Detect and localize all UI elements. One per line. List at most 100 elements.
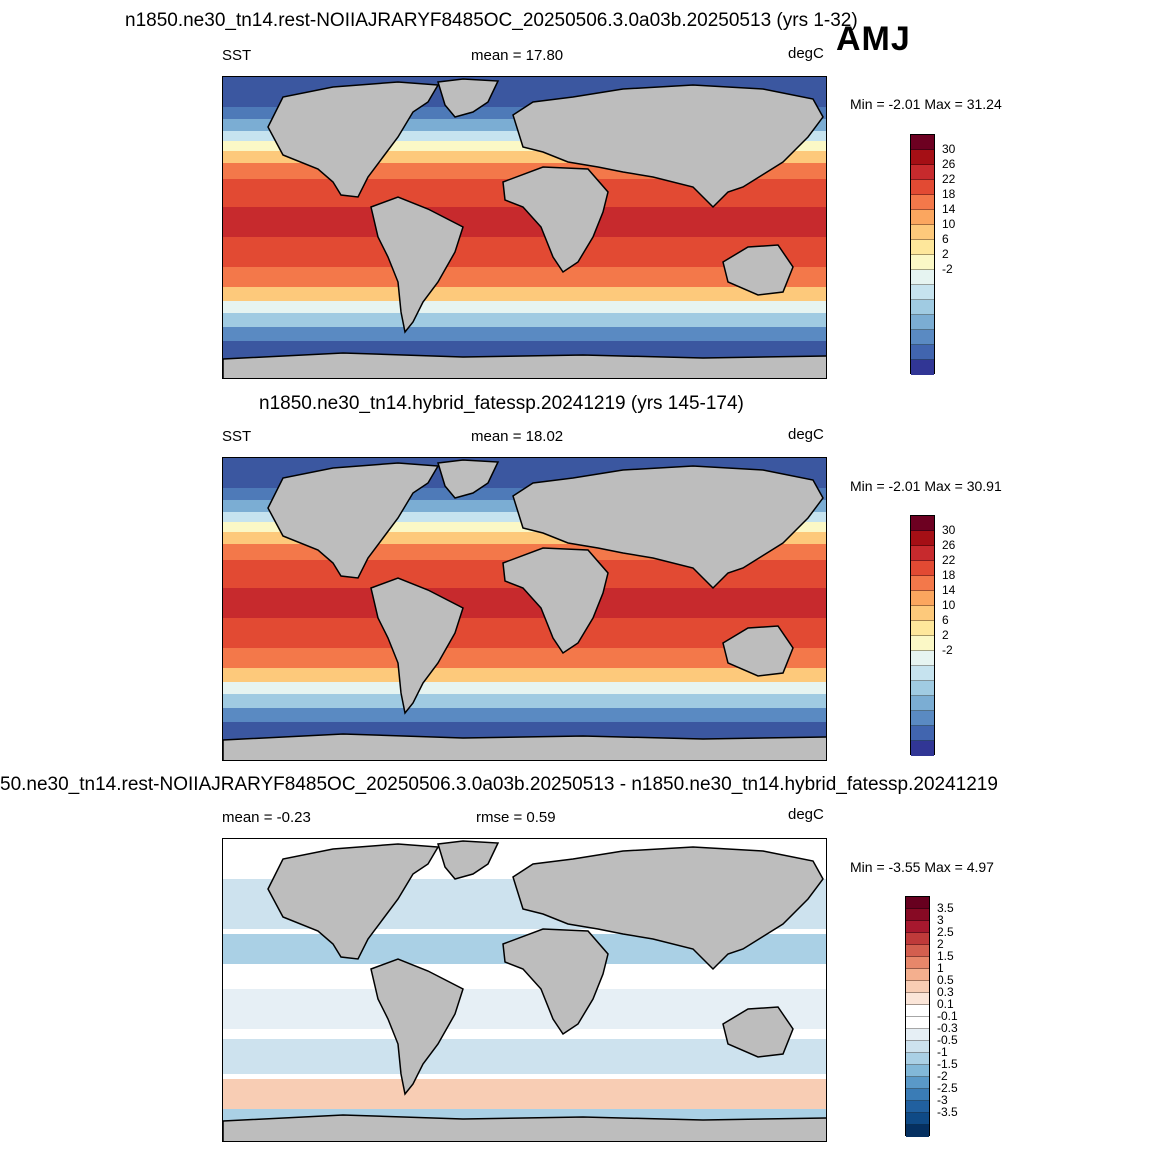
colorbar-tick-label: 3 bbox=[937, 913, 944, 927]
panel3-minmax: Min = -3.55 Max = 4.97 bbox=[850, 859, 994, 875]
colorbar-swatch bbox=[906, 897, 929, 909]
colorbar-box bbox=[910, 134, 935, 375]
colorbar-tick-label: -2 bbox=[942, 262, 953, 276]
colorbar-swatch bbox=[911, 711, 934, 726]
colorbar-swatch bbox=[906, 1041, 929, 1053]
colorbar-swatch bbox=[906, 945, 929, 957]
colorbar-swatch bbox=[911, 591, 934, 606]
colorbar-tick-label: -0.3 bbox=[937, 1021, 958, 1035]
colorbar-tick-label: -1.5 bbox=[937, 1057, 958, 1071]
colorbar-tick-label: -2.5 bbox=[937, 1081, 958, 1095]
panel3-colorbar: 3.5 3 2.5 2 1.5 1 0.5 0.3 0.1 -0.1 -0.3 -0.5 -1 -1.5-… bbox=[905, 896, 975, 1137]
field-band bbox=[223, 313, 826, 327]
colorbar-tick-label: -0.1 bbox=[937, 1009, 958, 1023]
colorbar-tick-label: 10 bbox=[942, 598, 956, 612]
colorbar-swatch bbox=[911, 225, 934, 240]
colorbar-swatch bbox=[911, 561, 934, 576]
colorbar-swatch bbox=[911, 240, 934, 255]
field-band bbox=[223, 287, 826, 301]
colorbar-tick-label: 18 bbox=[942, 568, 956, 582]
colorbar-tick-label: 3.5 bbox=[937, 901, 954, 915]
panel2-mean: mean = 18.02 bbox=[471, 428, 564, 445]
land-mass bbox=[722, 244, 794, 296]
land-mass bbox=[370, 958, 464, 1096]
colorbar-swatch bbox=[911, 681, 934, 696]
colorbar-tick-label: 2 bbox=[942, 628, 949, 642]
colorbar-box bbox=[910, 515, 935, 756]
field-band bbox=[223, 648, 826, 668]
panel3-units: degC bbox=[788, 806, 824, 823]
colorbar-tick-label: 6 bbox=[942, 613, 949, 627]
colorbar-tick-label: -3 bbox=[937, 1093, 948, 1107]
colorbar-swatch bbox=[911, 696, 934, 711]
field-band bbox=[223, 1079, 826, 1109]
colorbar-tick-label: -3.5 bbox=[937, 1105, 958, 1119]
panel1-units: degC bbox=[788, 45, 824, 62]
colorbar-swatch bbox=[906, 1065, 929, 1077]
colorbar-swatch bbox=[906, 1077, 929, 1089]
colorbar-swatch bbox=[906, 1053, 929, 1065]
field-band bbox=[223, 1039, 826, 1074]
colorbar-swatch bbox=[911, 180, 934, 195]
panel2-minmax: Min = -2.01 Max = 30.91 bbox=[850, 478, 1002, 494]
land-mass bbox=[502, 166, 609, 274]
colorbar-tick-label: 6 bbox=[942, 232, 949, 246]
panel3-rmse: rmse = 0.59 bbox=[476, 809, 556, 826]
colorbar-swatch bbox=[911, 210, 934, 225]
colorbar-swatch bbox=[911, 285, 934, 300]
panel3-mean: mean = -0.23 bbox=[222, 809, 311, 826]
land-mass bbox=[437, 840, 500, 880]
field-band bbox=[223, 588, 826, 618]
colorbar-tick-label: 30 bbox=[942, 142, 956, 156]
colorbar-tick-label: 2 bbox=[942, 247, 949, 261]
colorbar-tick-label: 0.1 bbox=[937, 997, 954, 1011]
colorbar-swatch bbox=[911, 621, 934, 636]
colorbar-swatch bbox=[906, 1029, 929, 1041]
panel2-title: n1850.ne30_tn14.hybrid_fatessp.20241219 … bbox=[259, 393, 744, 414]
land-mass bbox=[223, 1114, 826, 1141]
colorbar-swatch bbox=[911, 741, 934, 756]
field-band bbox=[223, 327, 826, 341]
colorbar-tick-label: 0.3 bbox=[937, 985, 954, 999]
field-band bbox=[223, 267, 826, 287]
field-band bbox=[223, 708, 826, 722]
colorbar-tick-label: 2 bbox=[937, 937, 944, 951]
land-mass bbox=[370, 577, 464, 715]
panel3-map bbox=[222, 838, 827, 1142]
colorbar-swatch bbox=[906, 993, 929, 1005]
panel2-variable: SST bbox=[222, 428, 252, 445]
colorbar-swatch bbox=[911, 345, 934, 360]
land-mass bbox=[267, 462, 440, 579]
colorbar-swatch bbox=[911, 546, 934, 561]
colorbar-swatch bbox=[911, 666, 934, 681]
colorbar-swatch bbox=[906, 957, 929, 969]
colorbar-swatch bbox=[911, 135, 934, 150]
colorbar-tick-label: 26 bbox=[942, 538, 956, 552]
land-mass bbox=[437, 459, 500, 499]
colorbar-swatch bbox=[911, 360, 934, 375]
land-mass bbox=[722, 1006, 794, 1058]
colorbar-swatch bbox=[906, 969, 929, 981]
colorbar-swatch bbox=[911, 195, 934, 210]
colorbar-tick-label: 22 bbox=[942, 172, 956, 186]
colorbar-swatch bbox=[911, 270, 934, 285]
panel1-minmax: Min = -2.01 Max = 31.24 bbox=[850, 96, 1002, 112]
colorbar-swatch bbox=[906, 1017, 929, 1029]
colorbar-tick-label: -2 bbox=[937, 1069, 948, 1083]
colorbar-swatch bbox=[911, 165, 934, 180]
colorbar-swatch bbox=[911, 255, 934, 270]
field-band bbox=[223, 694, 826, 708]
colorbar-swatch bbox=[911, 330, 934, 345]
colorbar-box bbox=[905, 896, 930, 1137]
colorbar-swatch bbox=[911, 726, 934, 741]
colorbar-swatch bbox=[906, 981, 929, 993]
colorbar-tick-label: 2.5 bbox=[937, 925, 954, 939]
colorbar-swatch bbox=[906, 1101, 929, 1113]
field-band bbox=[223, 668, 826, 682]
colorbar-tick-label: 14 bbox=[942, 583, 956, 597]
colorbar-swatch bbox=[906, 1005, 929, 1017]
colorbar-swatch bbox=[906, 933, 929, 945]
colorbar-swatch bbox=[911, 300, 934, 315]
colorbar-swatch bbox=[911, 516, 934, 531]
land-mass bbox=[512, 846, 824, 971]
